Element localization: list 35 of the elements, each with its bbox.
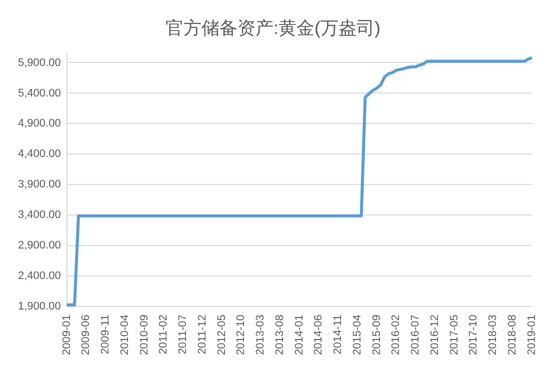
x-tick-label: 2013-08 [274, 314, 286, 356]
x-tick-label: 2009-06 [80, 314, 92, 356]
x-tick-label: 2010-09 [138, 314, 150, 356]
y-tick-label: 3,400.00 [18, 209, 61, 222]
y-tick-label: 4,400.00 [18, 148, 61, 160]
x-tick-label: 2014-01 [293, 314, 306, 356]
x-tick-label: 2011-02 [158, 314, 170, 354]
x-tick-label: 2015-04 [351, 314, 364, 356]
x-tick-label: 2009-01 [60, 314, 73, 356]
x-tick-label: 2018-03 [487, 314, 500, 356]
x-tick-label: 2016-02 [390, 314, 402, 356]
x-tick-label: 2011-12 [196, 314, 208, 354]
y-tick-label: 2,900.00 [18, 240, 61, 252]
y-tick-label: 5,900.00 [18, 56, 61, 69]
x-tick-label: 2012-10 [235, 314, 248, 356]
x-tick-label: 2018-08 [506, 314, 518, 356]
y-tick-label: 1,900.00 [18, 300, 61, 313]
x-tick-label: 2014-11 [332, 314, 344, 354]
chart-title: 官方储备资产:黄金(万盎司) [166, 18, 380, 38]
x-tick-label: 2011-07 [177, 314, 190, 354]
x-tick-label: 2015-09 [370, 314, 383, 356]
x-tick-label: 2017-05 [448, 314, 460, 356]
x-tick-label: 2009-11 [100, 314, 112, 354]
x-tick-label: 2017-10 [468, 314, 480, 356]
x-tick-label: 2013-03 [254, 314, 267, 356]
y-tick-label: 3,900.00 [18, 178, 61, 191]
y-tick-label: 4,900.00 [18, 118, 61, 130]
x-tick-label: 2019-01 [526, 314, 538, 356]
x-tick-label: 2016-12 [428, 314, 441, 356]
x-tick-label: 2010-04 [118, 314, 131, 356]
x-tick-label: 2012-05 [216, 314, 228, 356]
x-tick-label: 2014-06 [312, 314, 325, 356]
x-tick-label: 2016-07 [410, 314, 422, 356]
y-tick-label: 5,400.00 [18, 87, 61, 100]
y-tick-label: 2,400.00 [18, 270, 61, 282]
